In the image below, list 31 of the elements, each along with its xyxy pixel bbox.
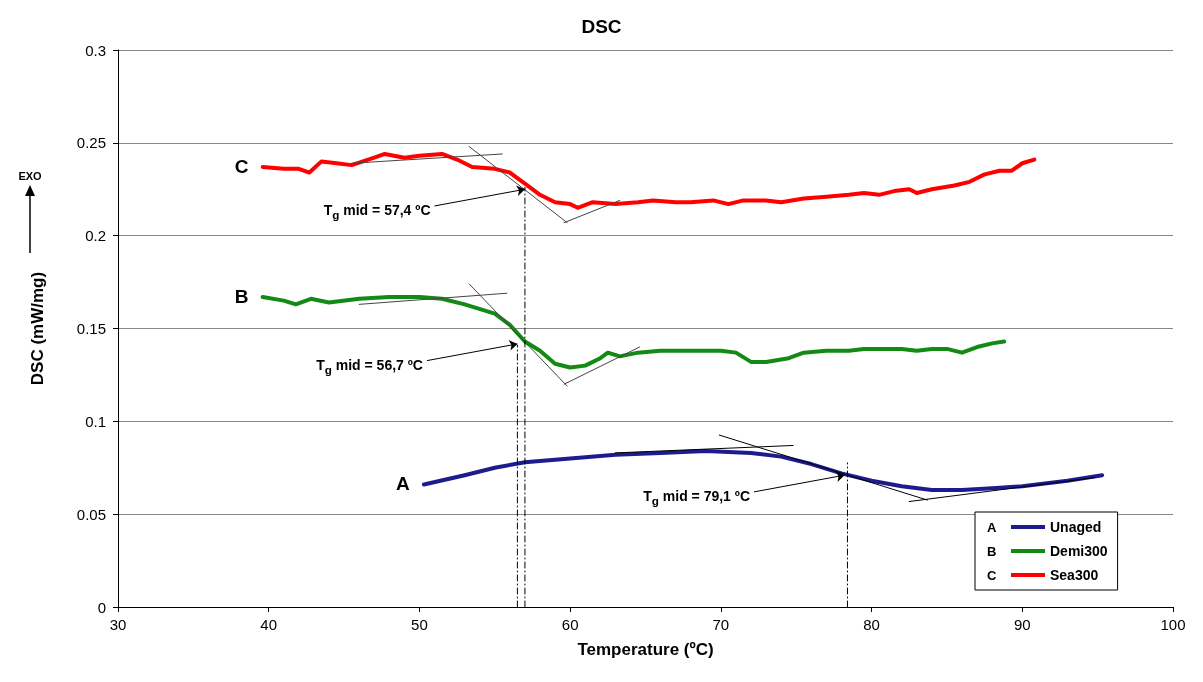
y-tick-label: 0.1 [85, 412, 106, 430]
x-tick-label: 70 [712, 616, 730, 633]
y-tick-label: 0.3 [85, 41, 106, 59]
x-tick-label: 100 [1160, 616, 1186, 633]
annotation: T$_{g}$ mid = 57,4 ºC [323, 201, 431, 223]
text: EXO [17, 170, 43, 182]
x-tick-label: 90 [1013, 616, 1031, 633]
y-tick-label: 0.25 [76, 134, 106, 152]
legend-label: Demi300 [1050, 543, 1108, 559]
annotation: B [234, 285, 249, 307]
y-tick-label: 0.05 [76, 505, 106, 523]
y-tick-label: 0.2 [85, 227, 106, 245]
annotation: C [234, 155, 249, 177]
x-tick-label: 80 [863, 616, 880, 633]
x-axis-title: Temperature (ºC) [577, 640, 714, 659]
x-tick-label: 50 [411, 616, 428, 633]
annotation: T$_{g}$ mid = 56,7 ºC [316, 356, 423, 378]
x-tick-label: 60 [561, 616, 579, 633]
legend-label: Unaged [1050, 519, 1102, 535]
legend-label: Sea300 [1050, 567, 1099, 583]
y-tick-label: 0 [97, 598, 106, 616]
y-axis-title: DSC (mW/mg) [28, 271, 47, 386]
annotation: A [395, 473, 410, 495]
text: B [987, 544, 997, 559]
y-tick-label: 0.15 [76, 320, 106, 337]
x-tick-label: 30 [109, 616, 127, 633]
text: C [987, 568, 997, 583]
x-tick-label: 40 [260, 616, 278, 633]
chart-title: DSC [581, 16, 622, 37]
annotation: T$_{g}$ mid = 79,1 ºC [643, 487, 751, 509]
text: A [987, 520, 997, 535]
